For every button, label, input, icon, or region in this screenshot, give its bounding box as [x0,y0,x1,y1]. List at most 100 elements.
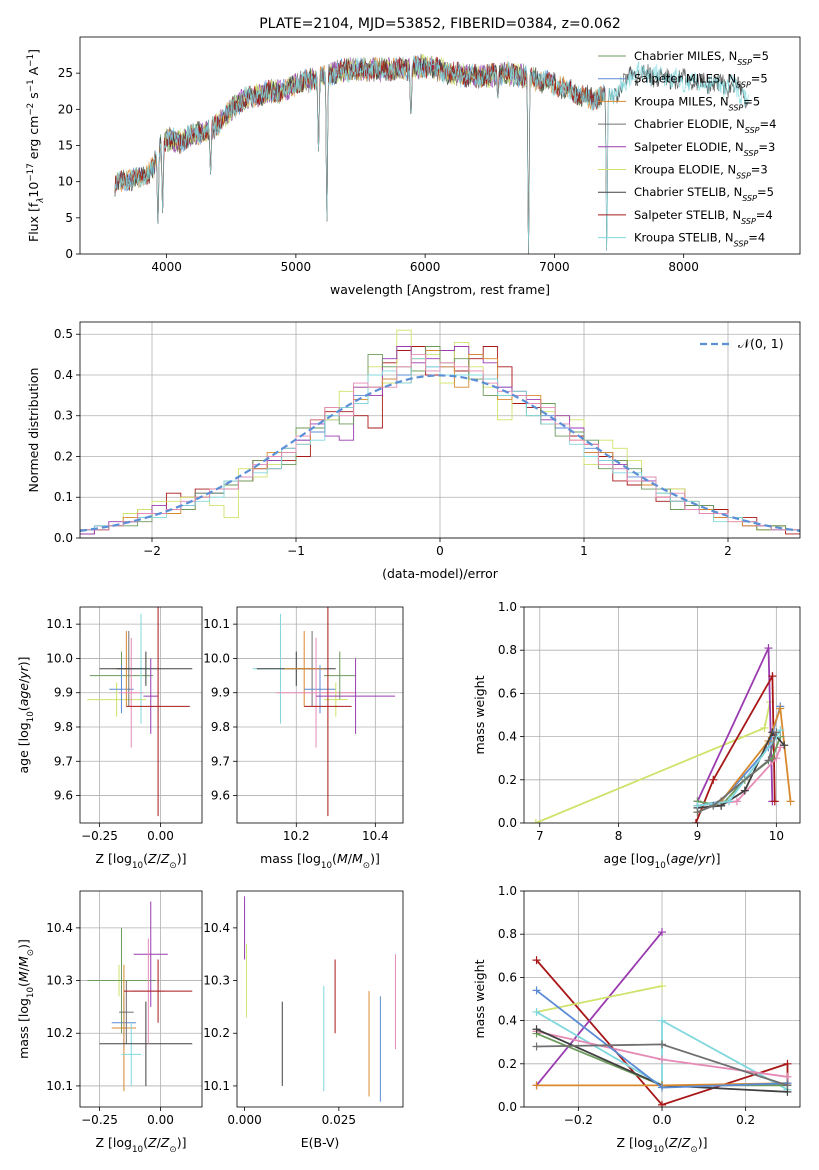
weight-marker-kroupa_miles [786,797,795,806]
y-axis-label: mass weight [472,675,487,754]
weight-line-salpeter_elodie [696,647,774,802]
tick-label-x: 6000 [410,260,441,274]
chart-weight_vs_age: 7 8 9 10 0.0 0.2 0.4 0.6 0.8 1.0 mass weight age [l… [472,600,801,871]
x-axis-label: age [log10(age/yr)] [603,851,720,871]
tick-label-x: 0.00 [147,1113,174,1127]
tick-label-y: 0.0 [498,816,517,830]
tick-label-y: 15 [58,139,73,153]
legend-entry: Salpeter STELIB, NSSP=4 [634,208,773,226]
tick-label-y: 10.2 [46,1026,73,1040]
tick-label-x: 0.2 [736,1113,755,1127]
x-axis-label: Z [log10(Z/Z⊙)] [617,1135,708,1155]
weight-marker-pink [658,1055,666,1064]
y-axis-label: Normed distribution [26,368,41,493]
chart-spectrum: 4000 5000 6000 7000 8000 0 5 10 15 20 25 PLATE=2104… [26,16,801,297]
chart-age_vs_Z: −0.25 0.00 9.6 9.7 9.8 9.9 10.0 10.1 Z [log10(Z/… [16,606,203,871]
axes-frame [523,890,801,1108]
weight-marker-chabrier_elodie [532,1042,541,1051]
tick-label-y: 0.1 [54,490,73,504]
weight-marker-kroupa_elodie [658,982,666,991]
chart-age_vs_mass: 10.2 10.4 9.6 9.7 9.8 9.9 10.0 10.1 mass [log10(… [203,606,404,871]
tick-label-y: 0.0 [498,1100,517,1114]
weight-marker-chabrier_elodie [709,801,718,810]
axes-frame [523,606,801,824]
tick-label-y: 10.4 [203,921,230,935]
spectrum-line-kroupa_stelib [114,55,749,254]
tick-label-y: 10.0 [203,651,230,665]
x-axis-label: mass [log10(M/M⊙)] [260,851,380,871]
histogram-pink [80,354,800,531]
tick-label-y: 0.8 [498,927,517,941]
weight-marker-kroupa_miles [532,1081,541,1090]
weight-marker-chabrier_elodie [764,756,773,765]
tick-label-x: 7 [536,829,544,843]
gaussian-curve [80,374,800,532]
tick-label-x: 8 [615,829,623,843]
tick-label-y: 0 [65,247,73,261]
tick-label-y: 0.2 [54,449,73,463]
weight-marker-salpeter_stelib [783,1059,792,1068]
y-axis-label: mass [log10(M/M⊙)] [16,939,36,1059]
tick-label-y: 0.2 [498,1057,517,1071]
x-axis-label: (data-model)/error [382,566,499,581]
weight-marker-chabrier_stelib [780,741,789,750]
tick-label-x: −0.25 [81,1113,118,1127]
weight-marker-salpeter_stelib [532,956,541,965]
tick-label-x: 4000 [151,260,182,274]
tick-label-x: 2 [724,544,732,558]
y-axis-label: Flux [fλ10−17 erg cm−2 s−1 A−1] [26,49,46,242]
tick-label-x: 7000 [539,260,570,274]
tick-label-x: 0.025 [322,1113,356,1127]
tick-label-y: 10.1 [46,1079,73,1093]
tick-label-y: 10.3 [46,974,73,988]
weight-marker-chabrier_elodie [658,1040,666,1049]
y-axis-label: age [log10(age/yr)] [16,656,36,773]
tick-label-y: 10.1 [203,1079,230,1093]
plot-area [531,644,795,823]
tick-label-x: 1 [580,544,588,558]
weight-marker-chabrier_elodie [772,728,781,737]
weight-line-chabrier_elodie [697,732,778,814]
weight-marker-kroupa_stelib [658,1016,666,1025]
chart-title: PLATE=2104, MJD=53852, FIBERID=0384, z=0… [259,16,621,32]
chart-weight_vs_Z: −0.2 0.0 0.2 0.0 0.2 0.4 0.6 0.8 1.0 mass weight Z… [472,884,801,1155]
tick-label-y: 20 [58,102,73,116]
tick-label-y: 25 [58,66,73,80]
tick-label-y: 10.1 [46,617,73,631]
tick-label-x: 0 [436,544,444,558]
axes-frame [236,890,404,1108]
tick-label-y: 0.3 [54,409,73,423]
spectrum-line-chabrier_miles [114,56,607,254]
spectrum-line-salpeter_stelib [114,55,607,254]
tick-label-y: 0.6 [498,686,517,700]
plot-area [87,607,193,817]
tick-label-y: 10 [58,175,73,189]
tick-label-y: 0.5 [54,327,73,341]
legend-entry: Kroupa ELODIE, NSSP=3 [634,163,768,181]
tick-label-y: 5 [65,211,73,225]
plot-area [114,53,749,254]
plot-area [244,896,396,1102]
tick-label-y: 9.7 [54,754,73,768]
tick-label-x: 10.2 [283,829,310,843]
weight-marker-salpeter_miles [658,1083,666,1092]
spectrum-line-salpeter_miles [114,55,607,254]
weight-marker-salpeter_stelib [658,1100,666,1107]
x-axis-label: wavelength [Angstrom, rest frame] [330,282,550,297]
tick-label-y: 9.9 [211,686,230,700]
tick-label-y: 0.2 [498,773,517,787]
legend-entry: Kroupa MILES, NSSP=5 [634,94,760,112]
axes-frame [79,890,203,1108]
tick-label-y: 0.4 [498,1014,517,1028]
axes-frame [79,36,801,255]
weight-marker-salpeter_miles [532,986,541,995]
spectrum-line-kroupa_miles [114,54,607,254]
tick-label-y: 0.0 [54,531,73,545]
weight-marker-pink [732,797,741,806]
tick-label-y: 1.0 [498,600,517,614]
plot-area [87,901,193,1092]
plot-area [80,329,800,535]
weight-marker-salpeter_stelib [770,797,779,806]
tick-label-y: 9.8 [54,720,73,734]
